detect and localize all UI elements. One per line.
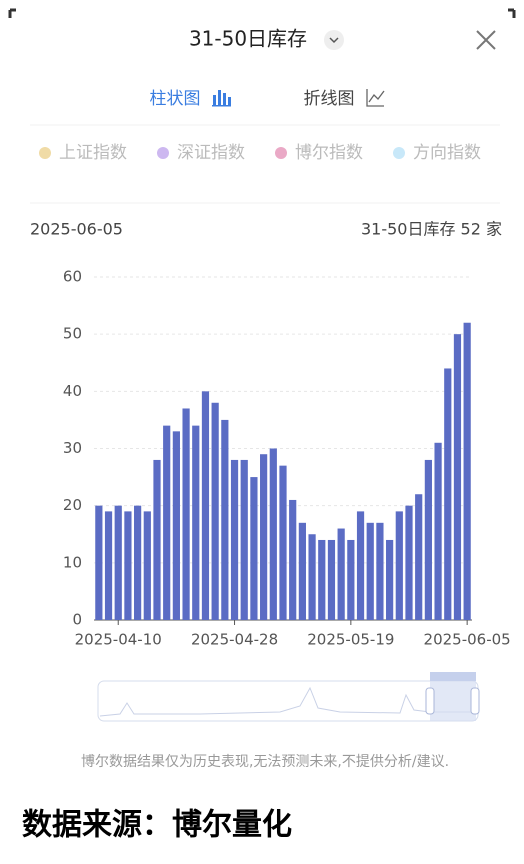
- tab-line[interactable]: 折线图: [304, 89, 355, 109]
- bar: [453, 334, 462, 620]
- dropdown[interactable]: [324, 30, 344, 50]
- y-tick-label: 20: [63, 496, 82, 514]
- bar: [376, 522, 384, 620]
- legend-dot: [157, 147, 169, 159]
- corner: [8, 8, 16, 18]
- y-tick-label: 60: [63, 268, 82, 286]
- x-tick-label: 2025-06-05: [424, 631, 511, 649]
- bar: [221, 419, 229, 620]
- bar: [318, 539, 326, 620]
- bar: [192, 425, 200, 620]
- bar: [356, 511, 365, 620]
- bar: [405, 505, 413, 620]
- bar: [182, 408, 190, 620]
- bar: [366, 522, 374, 620]
- legend-dot: [275, 147, 287, 159]
- bar: [308, 534, 316, 620]
- bar: [386, 539, 394, 620]
- y-tick-label: 50: [63, 325, 82, 343]
- bar: [172, 431, 180, 620]
- bar-icon: [212, 90, 231, 107]
- bar: [395, 511, 403, 620]
- x-tick-label: 2025-04-10: [75, 631, 162, 649]
- bar: [260, 454, 268, 620]
- line-icon: [366, 89, 385, 107]
- bar: [337, 528, 345, 620]
- bar: [240, 459, 248, 620]
- bar: [114, 505, 122, 620]
- corner: [508, 8, 516, 18]
- x-tick-label: 2025-04-28: [191, 631, 278, 649]
- tab-bar[interactable]: 柱状图: [150, 89, 201, 109]
- bar: [424, 459, 432, 620]
- bar: [463, 322, 471, 620]
- bar: [327, 539, 336, 620]
- bar: [434, 442, 442, 620]
- date: 2025-06-05: [30, 220, 123, 239]
- close-button[interactable]: [476, 30, 496, 50]
- bar: [347, 539, 355, 620]
- y-tick-label: 40: [63, 382, 82, 400]
- disclaimer: 博尔数据结果仅为历史表现,无法预测未来,不提供分析/建议.: [81, 753, 449, 770]
- bar: [298, 522, 306, 620]
- bar: [230, 459, 239, 620]
- bar: [95, 505, 103, 620]
- bar: [134, 505, 142, 620]
- summary: 31-50日库存 52 家: [361, 220, 502, 239]
- bar: [211, 402, 219, 620]
- legend-label: 上证指数: [59, 143, 127, 163]
- bar: [201, 391, 210, 620]
- title: 31-50日库存: [189, 27, 307, 51]
- bar: [279, 465, 287, 620]
- bar: [124, 511, 132, 620]
- bar: [153, 459, 161, 620]
- bar: [163, 425, 171, 620]
- y-tick-label: 30: [63, 439, 82, 457]
- y-tick-label: 0: [72, 611, 82, 629]
- legend-dot: [393, 147, 405, 159]
- legend-label: 博尔指数: [295, 143, 363, 163]
- bar: [143, 511, 151, 620]
- bar: [250, 477, 258, 620]
- bar: [269, 448, 277, 620]
- x-tick-label: 2025-05-19: [307, 631, 394, 649]
- footer: 数据来源：博尔量化: [22, 808, 292, 843]
- y-tick-label: 10: [63, 553, 82, 571]
- legend-label: 深证指数: [177, 143, 245, 163]
- bar: [289, 499, 297, 620]
- bar: [415, 494, 423, 620]
- legend-label: 方向指数: [413, 143, 481, 163]
- bar: [104, 511, 113, 620]
- zoom-slider[interactable]: [97, 672, 480, 722]
- bar: [444, 368, 452, 620]
- legend-dot: [39, 147, 51, 159]
